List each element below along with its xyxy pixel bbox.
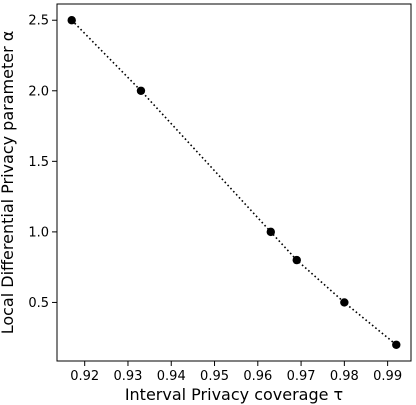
y-tick-label: 1.5 [28,155,49,170]
x-tick-label: 0.96 [243,369,272,384]
plot-area [56,3,412,362]
y-tick-label: 1.0 [28,225,49,240]
x-axis-label: Interval Privacy coverage τ [125,385,343,404]
x-tick-label: 0.99 [373,369,402,384]
y-tick-label: 0.5 [28,296,49,311]
x-tick-label: 0.97 [287,369,316,384]
series-layer [67,16,401,349]
x-tick-label: 0.93 [113,369,142,384]
data-point [292,255,301,265]
y-axis: 0.5 1.0 1.5 2.0 2.5 [28,14,57,311]
x-tick-label: 0.98 [330,369,359,384]
data-point [67,16,76,25]
data-point [340,298,349,307]
x-tick-label: 0.92 [70,369,99,384]
x-tick-label: 0.94 [157,369,186,384]
data-point [136,86,146,95]
x-axis: 0.92 0.93 0.94 0.95 0.96 0.97 0.98 0.99 [70,361,402,384]
series-line [71,19,397,346]
data-point [266,227,275,237]
y-tick-label: 2.5 [28,14,49,29]
y-axis-label: Local Differential Privacy parameter α [0,31,17,335]
data-point [392,340,401,349]
x-tick-label: 0.95 [200,369,229,384]
y-tick-label: 2.0 [28,84,49,99]
plot-frame [56,3,412,362]
